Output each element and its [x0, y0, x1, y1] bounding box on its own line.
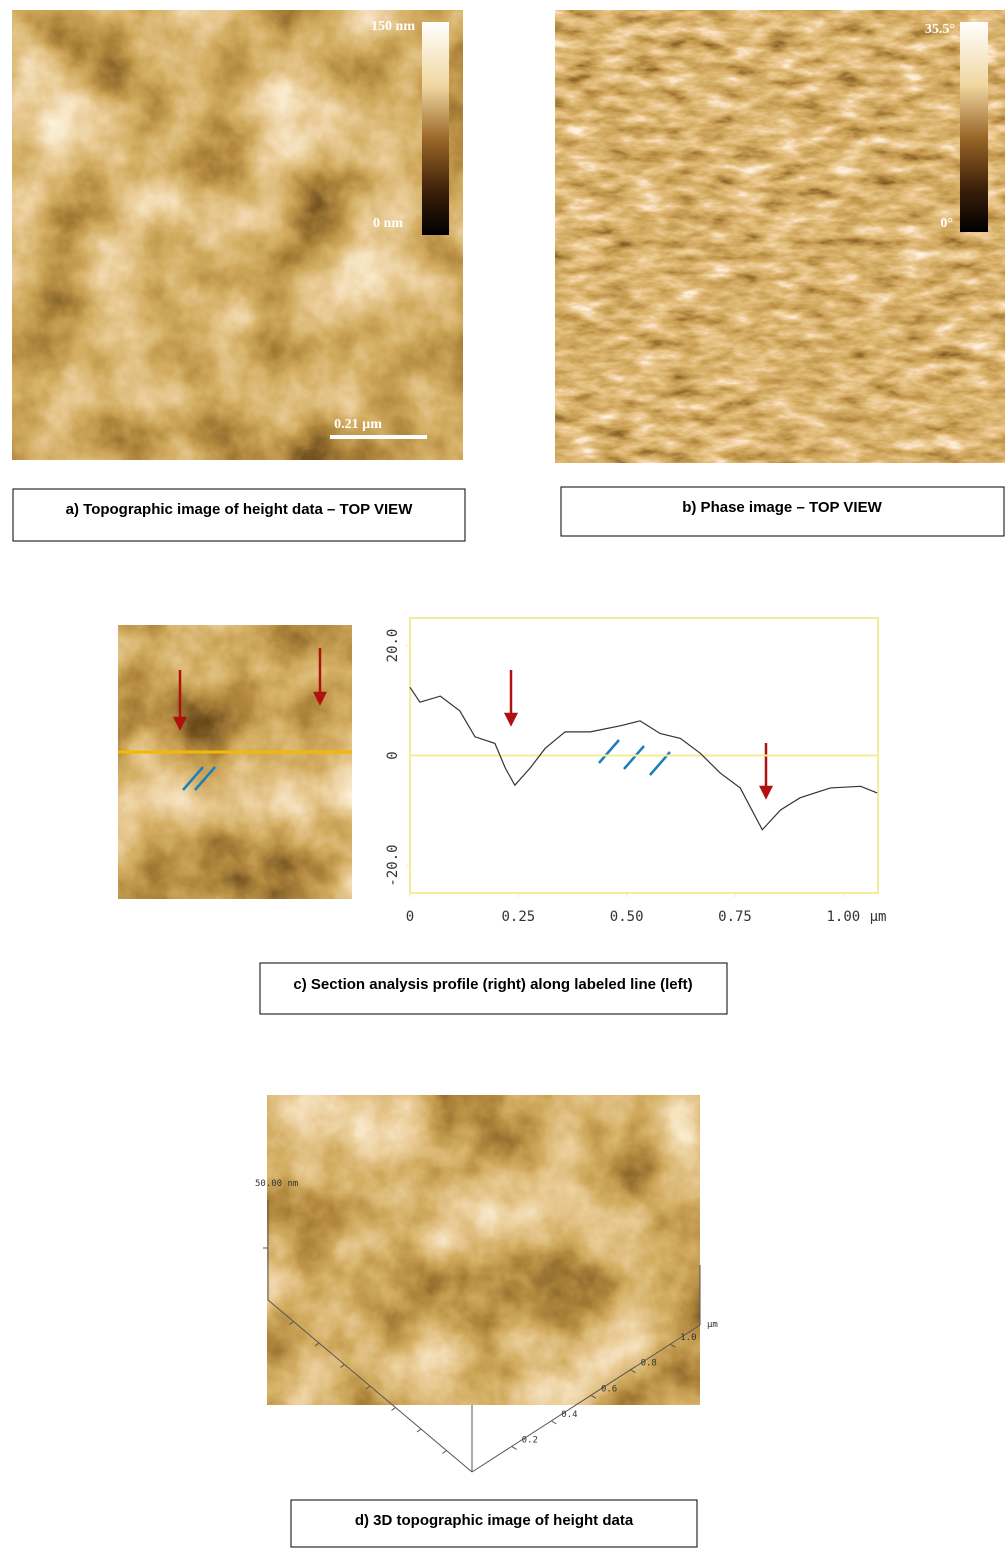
axis-tick — [341, 1365, 345, 1368]
scale-min: 0 nm — [373, 216, 403, 231]
caption: b) Phase image – TOP VIEW — [682, 499, 882, 516]
axis-tick — [443, 1451, 447, 1454]
scale-max: 35.5° — [925, 22, 955, 37]
scale-max: 150 nm — [371, 19, 415, 34]
x-unit: µm — [870, 909, 887, 925]
axis-tick — [290, 1322, 294, 1325]
caption: d) 3D topographic image of height data — [355, 1512, 634, 1529]
section-image — [118, 625, 352, 899]
axis-tick — [392, 1408, 396, 1411]
axis-tick — [366, 1386, 370, 1389]
caption: c) Section analysis profile (right) alon… — [293, 976, 692, 993]
axis-tick — [315, 1343, 319, 1346]
z-label: 50.00 nm — [255, 1179, 298, 1189]
axis-tick — [417, 1429, 421, 1432]
x-tick-label: 0.75 — [718, 909, 752, 925]
axis-tick-label: 0.2 — [522, 1435, 538, 1445]
topographic-image — [12, 10, 463, 460]
y-tick-label: 20.0 — [385, 629, 401, 663]
x-tick-label: 0.50 — [610, 909, 644, 925]
scale-min: 0° — [940, 216, 953, 231]
x-tick-label: 0.25 — [501, 909, 535, 925]
axis-tick — [512, 1446, 517, 1449]
axis-tick — [631, 1370, 636, 1373]
color-bar — [422, 22, 449, 235]
caption: a) Topographic image of height data – TO… — [66, 501, 414, 518]
y-tick-label: 0 — [385, 751, 401, 759]
x-tick-label: 0 — [406, 909, 414, 925]
axis-tick — [670, 1344, 675, 1347]
color-bar — [960, 22, 988, 232]
axis-tick-label: 1.0 — [680, 1333, 696, 1343]
phase-image — [555, 10, 1005, 463]
axis-tick-label: 0.4 — [561, 1410, 577, 1420]
axis-tick-label: 0.8 — [641, 1359, 657, 1369]
y-tick-label: -20.0 — [385, 844, 401, 886]
figure: 150 nm 0 nm 0.21 µm a) Topographic image… — [0, 0, 1006, 1548]
profile-line — [410, 687, 877, 829]
x-tick-label: 1.00 — [826, 909, 860, 925]
section-profile: -20.0 0 20.0 0 0.25 0.50 0.75 1.00 µm — [385, 629, 886, 925]
surface-3d — [267, 1095, 700, 1405]
scale-bar-label: 0.21 µm — [334, 417, 382, 432]
axis-tick-label: 0.6 — [601, 1384, 617, 1394]
axis-tick — [551, 1421, 556, 1424]
axis-unit: µm — [707, 1320, 718, 1330]
axis-tick — [591, 1395, 596, 1398]
